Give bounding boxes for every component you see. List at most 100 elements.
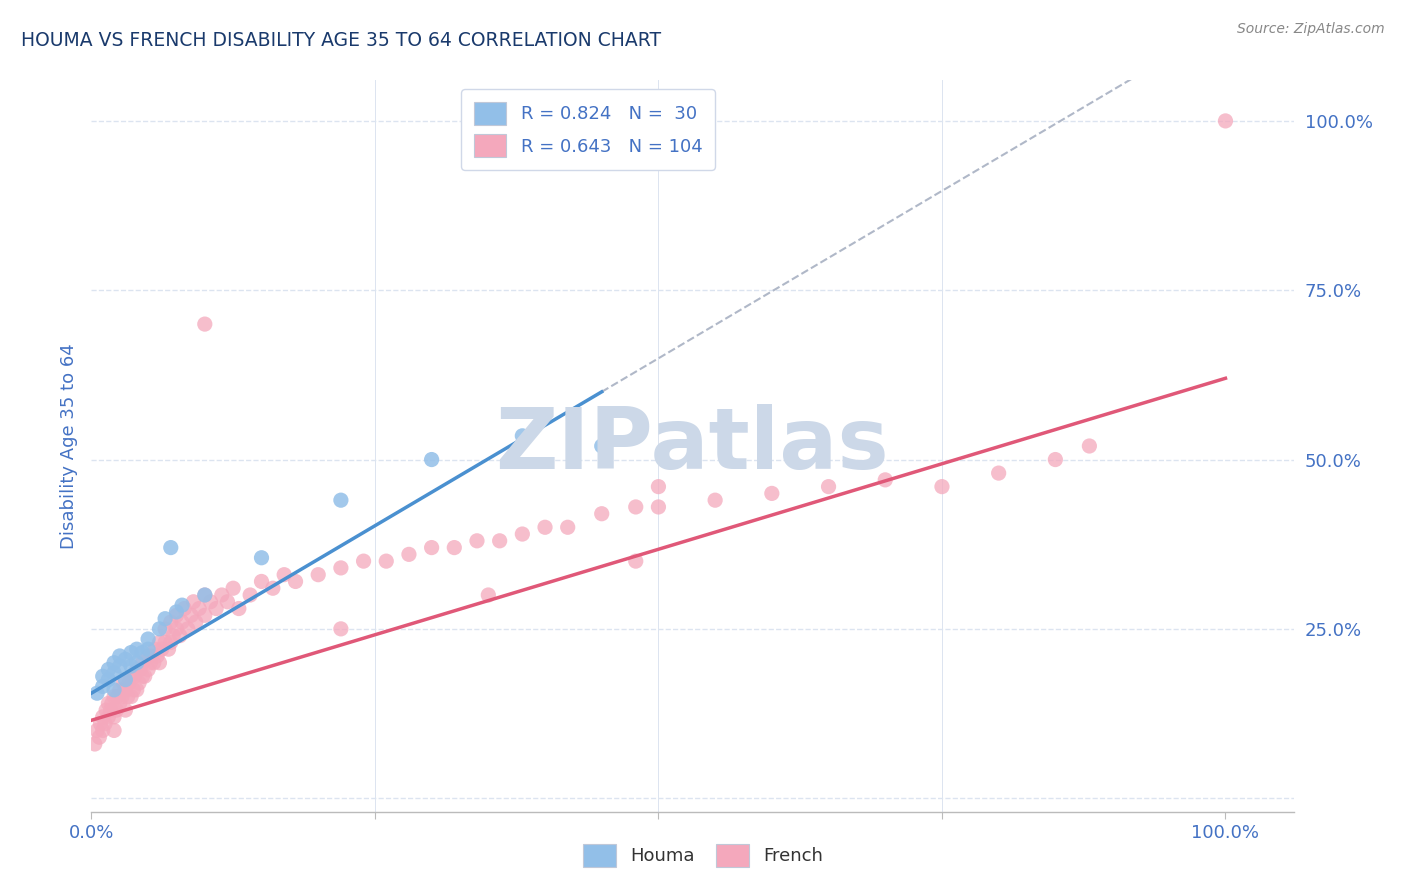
Point	[114, 682, 136, 697]
Point	[465, 533, 488, 548]
Point	[103, 723, 125, 738]
Point	[120, 659, 142, 673]
Point	[91, 669, 114, 683]
Point	[120, 669, 142, 683]
Point	[512, 527, 534, 541]
Point	[1215, 114, 1237, 128]
Point	[420, 541, 443, 555]
Point	[142, 656, 165, 670]
Point	[534, 520, 557, 534]
Point	[120, 646, 142, 660]
Point	[222, 581, 245, 595]
Point	[143, 642, 166, 657]
Point	[139, 656, 162, 670]
Point	[557, 520, 579, 534]
Point	[157, 642, 180, 657]
Point	[125, 656, 148, 670]
Point	[86, 686, 108, 700]
Point	[112, 676, 135, 690]
Point	[136, 642, 159, 657]
Point	[153, 622, 176, 636]
Point	[173, 601, 195, 615]
Point	[141, 648, 163, 663]
Point	[136, 632, 159, 646]
Point	[477, 588, 499, 602]
Point	[159, 541, 181, 555]
Point	[647, 480, 669, 494]
Text: Source: ZipAtlas.com: Source: ZipAtlas.com	[1237, 22, 1385, 37]
Text: ZIPatlas: ZIPatlas	[495, 404, 890, 488]
Point	[817, 480, 839, 494]
Point	[488, 533, 510, 548]
Point	[329, 561, 352, 575]
Point	[103, 690, 125, 704]
Point	[420, 452, 443, 467]
Point	[128, 676, 150, 690]
Point	[114, 652, 136, 666]
Point	[172, 598, 194, 612]
Legend: R = 0.824   N =  30, R = 0.643   N = 104: R = 0.824 N = 30, R = 0.643 N = 104	[461, 89, 716, 170]
Point	[118, 676, 141, 690]
Point	[105, 703, 128, 717]
Point	[125, 642, 148, 657]
Point	[146, 648, 169, 663]
Point	[307, 567, 329, 582]
Point	[329, 622, 352, 636]
Point	[91, 723, 114, 738]
Point	[148, 656, 170, 670]
Point	[153, 612, 176, 626]
Point	[125, 663, 148, 677]
Point	[91, 710, 114, 724]
Point	[180, 608, 202, 623]
Y-axis label: Disability Age 35 to 64: Disability Age 35 to 64	[59, 343, 77, 549]
Point	[624, 500, 647, 514]
Point	[591, 439, 613, 453]
Point	[131, 669, 153, 683]
Point	[97, 663, 120, 677]
Point	[122, 682, 145, 697]
Point	[101, 697, 124, 711]
Point	[329, 493, 352, 508]
Point	[761, 486, 783, 500]
Point	[205, 601, 228, 615]
Point	[1078, 439, 1101, 453]
Point	[134, 669, 156, 683]
Point	[624, 554, 647, 568]
Point	[108, 659, 131, 673]
Point	[100, 703, 122, 717]
Point	[103, 710, 125, 724]
Point	[647, 500, 669, 514]
Point	[148, 635, 170, 649]
Point	[443, 541, 465, 555]
Point	[398, 547, 420, 561]
Point	[188, 601, 211, 615]
Point	[211, 588, 233, 602]
Legend: Houma, French: Houma, French	[576, 837, 830, 874]
Point	[97, 710, 120, 724]
Point	[200, 595, 222, 609]
Point	[239, 588, 262, 602]
Point	[103, 682, 125, 697]
Point	[86, 723, 108, 738]
Point	[125, 682, 148, 697]
Point	[375, 554, 398, 568]
Point	[94, 716, 117, 731]
Point	[83, 737, 105, 751]
Point	[108, 697, 131, 711]
Point	[91, 680, 114, 694]
Point	[94, 703, 117, 717]
Point	[512, 429, 534, 443]
Point	[107, 690, 129, 704]
Point	[150, 642, 173, 657]
Point	[111, 690, 134, 704]
Point	[183, 595, 205, 609]
Point	[89, 730, 111, 744]
Point	[136, 663, 159, 677]
Point	[353, 554, 375, 568]
Point	[97, 673, 120, 687]
Point	[124, 669, 146, 683]
Point	[217, 595, 239, 609]
Point	[131, 656, 153, 670]
Point	[987, 466, 1010, 480]
Point	[284, 574, 307, 589]
